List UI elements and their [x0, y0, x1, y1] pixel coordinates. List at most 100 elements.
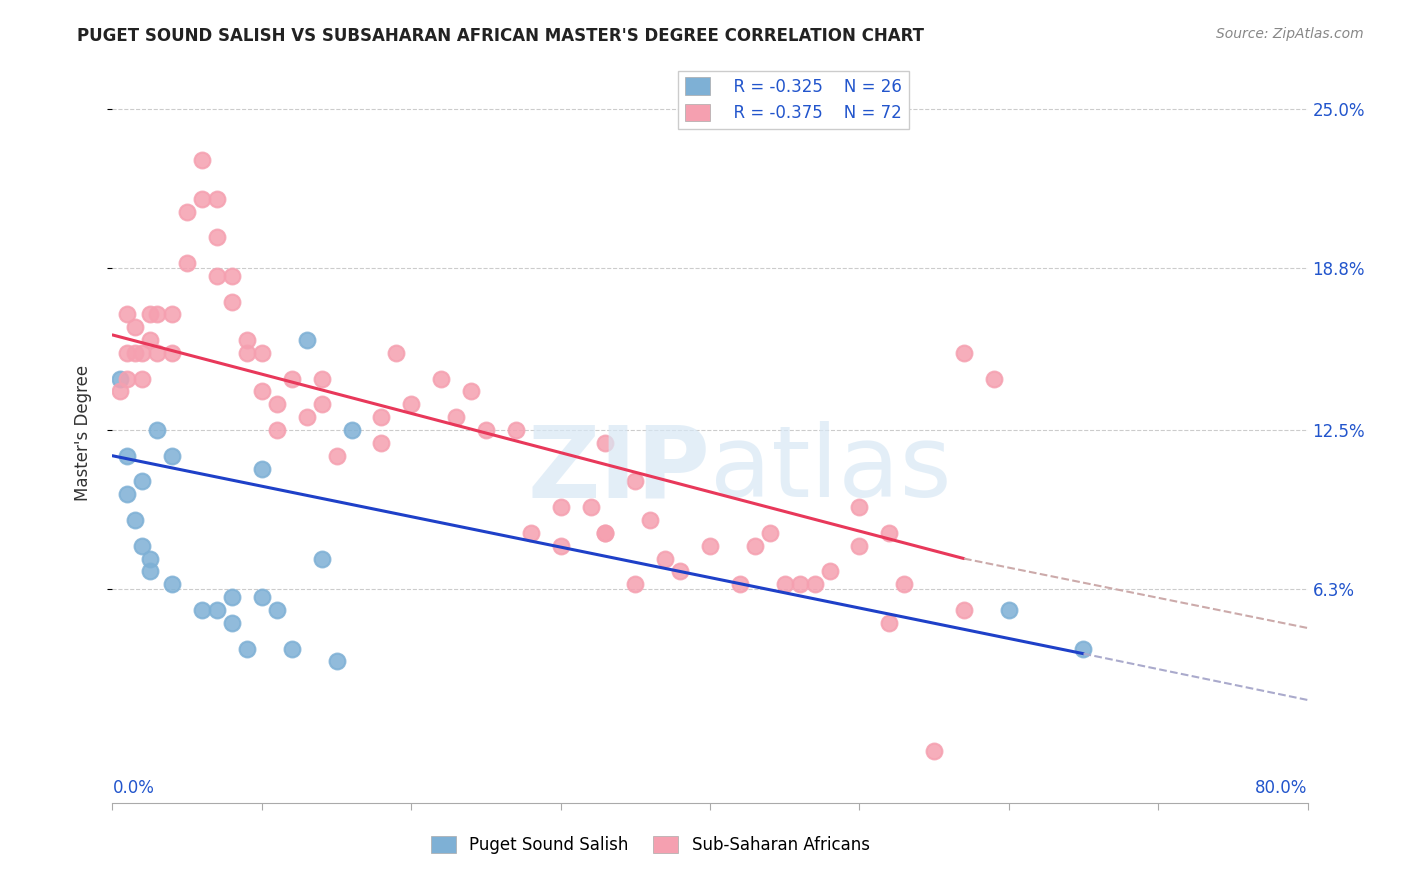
Point [1073, 641, 1095, 656]
Point [191, 192, 214, 206]
Point [311, 397, 333, 411]
Point [124, 513, 146, 527]
Point [176, 256, 198, 270]
Point [893, 577, 915, 591]
Point [340, 423, 363, 437]
Point [624, 475, 647, 489]
Text: ZIP: ZIP [527, 421, 710, 518]
Point [221, 268, 243, 283]
Point [205, 603, 228, 617]
Text: PUGET SOUND SALISH VS SUBSAHARAN AFRICAN MASTER'S DEGREE CORRELATION CHART: PUGET SOUND SALISH VS SUBSAHARAN AFRICAN… [77, 27, 924, 45]
Point [266, 423, 288, 437]
Point [505, 423, 527, 437]
Point [139, 307, 162, 321]
Point [370, 436, 392, 450]
Point [848, 539, 870, 553]
Point [117, 371, 139, 385]
Point [139, 333, 162, 347]
Point [879, 525, 901, 540]
Point [221, 590, 243, 604]
Point [236, 641, 259, 656]
Point [520, 525, 543, 540]
Point [266, 397, 288, 411]
Point [250, 590, 273, 604]
Point [475, 423, 498, 437]
Point [879, 615, 901, 630]
Point [640, 513, 662, 527]
Point [236, 333, 259, 347]
Point [146, 346, 169, 360]
Point [460, 384, 482, 399]
Point [699, 539, 721, 553]
Point [803, 577, 825, 591]
Point [295, 410, 318, 425]
Point [250, 384, 273, 399]
Point [744, 539, 766, 553]
Point [205, 230, 228, 244]
Point [311, 371, 333, 385]
Y-axis label: Master's Degree: Master's Degree [73, 365, 91, 500]
Text: 0.0%: 0.0% [112, 780, 155, 797]
Text: atlas: atlas [710, 421, 952, 518]
Point [295, 333, 318, 347]
Point [124, 346, 146, 360]
Point [124, 320, 146, 334]
Point [669, 565, 692, 579]
Point [250, 346, 273, 360]
Point [162, 449, 183, 463]
Point [146, 307, 169, 321]
Point [250, 461, 273, 475]
Point [117, 449, 139, 463]
Point [983, 371, 1005, 385]
Point [131, 539, 153, 553]
Text: 80.0%: 80.0% [1256, 780, 1308, 797]
Point [139, 551, 162, 566]
Point [139, 565, 162, 579]
Legend: Puget Sound Salish, Sub-Saharan Africans: Puget Sound Salish, Sub-Saharan Africans [425, 830, 876, 861]
Point [430, 371, 453, 385]
Point [117, 487, 139, 501]
Point [818, 565, 841, 579]
Point [325, 654, 347, 668]
Point [131, 371, 153, 385]
Point [162, 307, 183, 321]
Point [595, 436, 617, 450]
Point [205, 268, 228, 283]
Point [579, 500, 602, 515]
Text: Source: ZipAtlas.com: Source: ZipAtlas.com [1216, 27, 1364, 41]
Point [191, 153, 214, 168]
Point [595, 525, 617, 540]
Point [162, 577, 183, 591]
Point [281, 371, 304, 385]
Point [624, 577, 647, 591]
Point [922, 744, 945, 758]
Point [108, 384, 131, 399]
Point [728, 577, 751, 591]
Point [162, 346, 183, 360]
Point [236, 346, 259, 360]
Point [385, 346, 408, 360]
Point [550, 539, 572, 553]
Point [221, 294, 243, 309]
Point [773, 577, 796, 591]
Point [759, 525, 782, 540]
Point [401, 397, 423, 411]
Point [146, 423, 169, 437]
Point [221, 615, 243, 630]
Point [998, 603, 1021, 617]
Point [550, 500, 572, 515]
Point [266, 603, 288, 617]
Point [325, 449, 347, 463]
Point [789, 577, 811, 591]
Point [117, 346, 139, 360]
Point [131, 475, 153, 489]
Point [848, 500, 870, 515]
Point [654, 551, 676, 566]
Point [444, 410, 467, 425]
Point [205, 192, 228, 206]
Point [108, 371, 131, 385]
Point [953, 346, 976, 360]
Point [370, 410, 392, 425]
Point [131, 346, 153, 360]
Point [953, 603, 976, 617]
